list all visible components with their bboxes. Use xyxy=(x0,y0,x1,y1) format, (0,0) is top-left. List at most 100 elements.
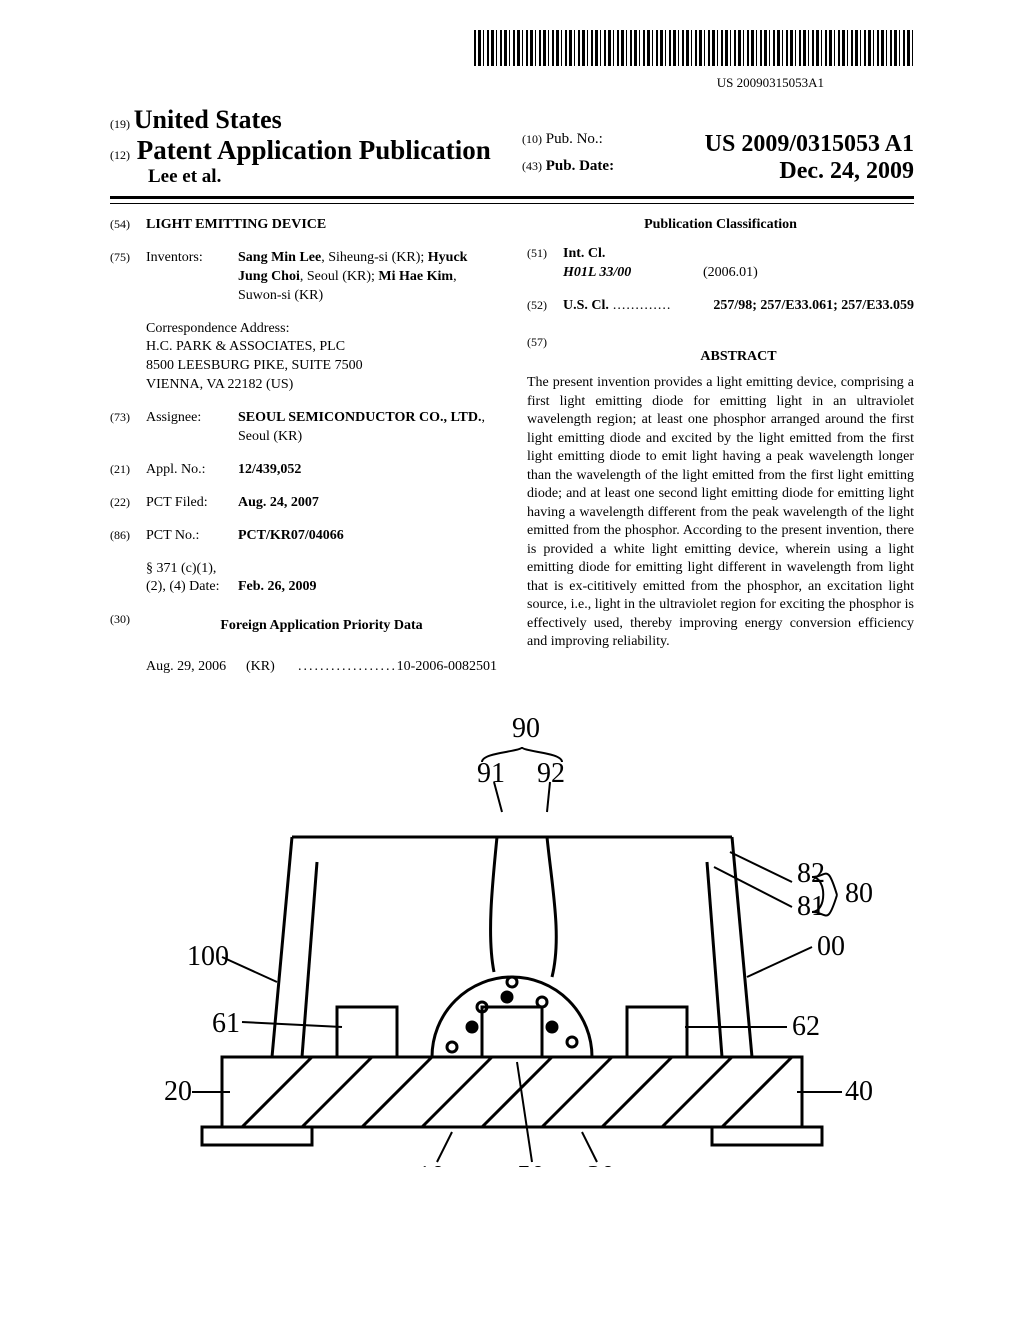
country-name: United States xyxy=(134,105,282,134)
corr-line-2: 8500 LEESBURG PIKE, SUITE 7500 xyxy=(146,357,497,376)
barcode xyxy=(474,30,914,66)
header-left: (19) United States (12) Patent Applicati… xyxy=(110,105,502,188)
pctfiled-marker: (22) xyxy=(110,494,146,513)
correspondence-block: Correspondence Address: H.C. PARK & ASSO… xyxy=(146,320,497,396)
pubdate-value: Dec. 24, 2009 xyxy=(779,158,914,185)
fig-label-20: 20 xyxy=(164,1076,192,1107)
fig-label-61: 61 xyxy=(212,1008,240,1039)
pubtype-line: (12) Patent Application Publication xyxy=(110,135,502,166)
uscl-value: 257/98; 257/E33.061; 257/E33.059 xyxy=(713,297,914,316)
abstract-heading: ABSTRACT xyxy=(563,348,914,367)
s371-row: § 371 (c)(1), (2), (4) Date: Feb. 26, 20… xyxy=(110,560,497,598)
header: (19) United States (12) Patent Applicati… xyxy=(110,105,914,188)
inventor-3: Mi Hae Kim xyxy=(378,269,453,284)
priority-row: Aug. 29, 2006 (KR) .....................… xyxy=(146,658,497,677)
intcl-marker: (51) xyxy=(527,245,563,264)
applno-value: 12/439,052 xyxy=(238,461,497,480)
title-marker: (54) xyxy=(110,216,146,235)
pctno-row: (86) PCT No.: PCT/KR07/04066 xyxy=(110,527,497,546)
pctfiled-label: PCT Filed: xyxy=(146,494,238,513)
inventors-marker: (75) xyxy=(110,249,146,306)
intcl-code: H01L 33/00 xyxy=(563,264,703,283)
intcl-year: (2006.01) xyxy=(703,264,758,283)
fig-label-81: 81 xyxy=(797,891,825,922)
applno-label: Appl. No.: xyxy=(146,461,238,480)
pubno-marker: (10) xyxy=(522,132,542,146)
title-row: (54) LIGHT EMITTING DEVICE xyxy=(110,216,497,235)
pctno-label: PCT No.: xyxy=(146,527,238,546)
corr-line-3: VIENNA, VA 22182 (US) xyxy=(146,376,497,395)
patent-figure: 90 91 92 82 81 80 00 100 61 62 20 40 10 … xyxy=(152,707,872,1167)
pubno-value: US 2009/0315053 A1 xyxy=(705,131,914,158)
priority-date: Aug. 29, 2006 xyxy=(146,658,246,677)
corr-label: Correspondence Address: xyxy=(146,320,497,339)
fig-label-82: 82 xyxy=(797,858,825,889)
abstract-text: The present invention provides a light e… xyxy=(527,374,914,651)
intcl-block: (51) Int. Cl. H01L 33/00 (2006.01) xyxy=(527,245,914,283)
uscl-marker: (52) xyxy=(527,297,563,316)
fig-label-91: 91 xyxy=(477,758,505,789)
abstract-marker: (57) xyxy=(527,334,563,375)
foreign-heading: Foreign Application Priority Data xyxy=(146,617,497,636)
figure-area: 90 91 92 82 81 80 00 100 61 62 20 40 10 … xyxy=(110,707,914,1172)
biblio-left: (54) LIGHT EMITTING DEVICE (75) Inventor… xyxy=(110,216,497,677)
corr-line-1: H.C. PARK & ASSOCIATES, PLC xyxy=(146,338,497,357)
uscl-row: (52) U.S. Cl. ............. 257/98; 257/… xyxy=(527,297,914,316)
priority-country: (KR) xyxy=(246,658,298,677)
assignee-value: SEOUL SEMICONDUCTOR CO., LTD., Seoul (KR… xyxy=(238,409,497,447)
foreign-marker: (30) xyxy=(110,611,146,644)
pctfiled-row: (22) PCT Filed: Aug. 24, 2007 xyxy=(110,494,497,513)
assignee-row: (73) Assignee: SEOUL SEMICONDUCTOR CO., … xyxy=(110,409,497,447)
country-marker: (19) xyxy=(110,117,130,131)
priority-number: 10-2006-0082501 xyxy=(397,658,497,677)
fig-label-90: 90 xyxy=(512,713,540,744)
biblio-right: Publication Classification (51) Int. Cl.… xyxy=(527,216,914,677)
foreign-heading-row: (30) Foreign Application Priority Data xyxy=(110,611,497,644)
inventors-row: (75) Inventors: Sang Min Lee, Siheung-si… xyxy=(110,249,497,306)
country-line: (19) United States xyxy=(110,105,502,135)
pctno-value: PCT/KR07/04066 xyxy=(238,527,497,546)
pubdate-label: Pub. Date: xyxy=(546,158,614,174)
patent-page: US 20090315053A1 (19) United States (12)… xyxy=(0,0,1024,1212)
fig-label-40: 40 xyxy=(845,1076,872,1107)
s371-value: Feb. 26, 2009 xyxy=(238,578,497,597)
rule-thick xyxy=(110,196,914,199)
assignee-label: Assignee: xyxy=(146,409,238,447)
biblio: (54) LIGHT EMITTING DEVICE (75) Inventor… xyxy=(110,216,914,677)
pctfiled-value: Aug. 24, 2007 xyxy=(238,494,497,513)
uscl-label: U.S. Cl. xyxy=(563,297,609,316)
inventor-1: Sang Min Lee xyxy=(238,250,321,265)
header-right: (10) Pub. No.: US 2009/0315053 A1 (43) P… xyxy=(522,105,914,188)
barcode-area xyxy=(110,30,914,71)
fig-label-92: 92 xyxy=(537,758,565,789)
pubdate-line: (43) Pub. Date: Dec. 24, 2009 xyxy=(522,158,914,175)
fig-label-62: 62 xyxy=(792,1011,820,1042)
authors-line: Lee et al. xyxy=(110,166,502,188)
fig-label-100: 100 xyxy=(187,941,229,972)
pubno-line: (10) Pub. No.: US 2009/0315053 A1 xyxy=(522,131,914,148)
pubtype-marker: (12) xyxy=(110,148,130,162)
abstract-heading-row: (57) ABSTRACT xyxy=(527,334,914,375)
priority-dots: ........................ xyxy=(298,658,397,677)
fig-label-10: 10 xyxy=(417,1161,445,1167)
fig-label-80: 80 xyxy=(845,878,872,909)
intcl-label: Int. Cl. xyxy=(563,245,605,264)
inventors-label: Inventors: xyxy=(146,249,238,306)
fig-label-00: 00 xyxy=(817,931,845,962)
inventors-value: Sang Min Lee, Siheung-si (KR); Hyuck Jun… xyxy=(238,249,497,306)
pubno-label: Pub. No.: xyxy=(546,131,603,147)
pctno-marker: (86) xyxy=(110,527,146,546)
pubtype-text: Patent Application Publication xyxy=(137,135,491,165)
pubdate-marker: (43) xyxy=(522,159,542,173)
applno-marker: (21) xyxy=(110,461,146,480)
title-value: LIGHT EMITTING DEVICE xyxy=(146,216,497,235)
fig-label-50: 50 xyxy=(517,1161,545,1167)
s371-marker xyxy=(110,560,146,598)
barcode-text: US 20090315053A1 xyxy=(110,75,914,91)
classification-heading: Publication Classification xyxy=(527,216,914,235)
fig-label-30: 30 xyxy=(587,1161,615,1167)
s371-label: § 371 (c)(1), (2), (4) Date: xyxy=(146,560,238,598)
rule-thin xyxy=(110,203,914,204)
assignee-marker: (73) xyxy=(110,409,146,447)
uscl-dots: ............. xyxy=(609,297,713,316)
